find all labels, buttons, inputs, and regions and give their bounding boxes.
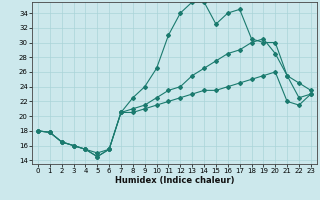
X-axis label: Humidex (Indice chaleur): Humidex (Indice chaleur) xyxy=(115,176,234,185)
